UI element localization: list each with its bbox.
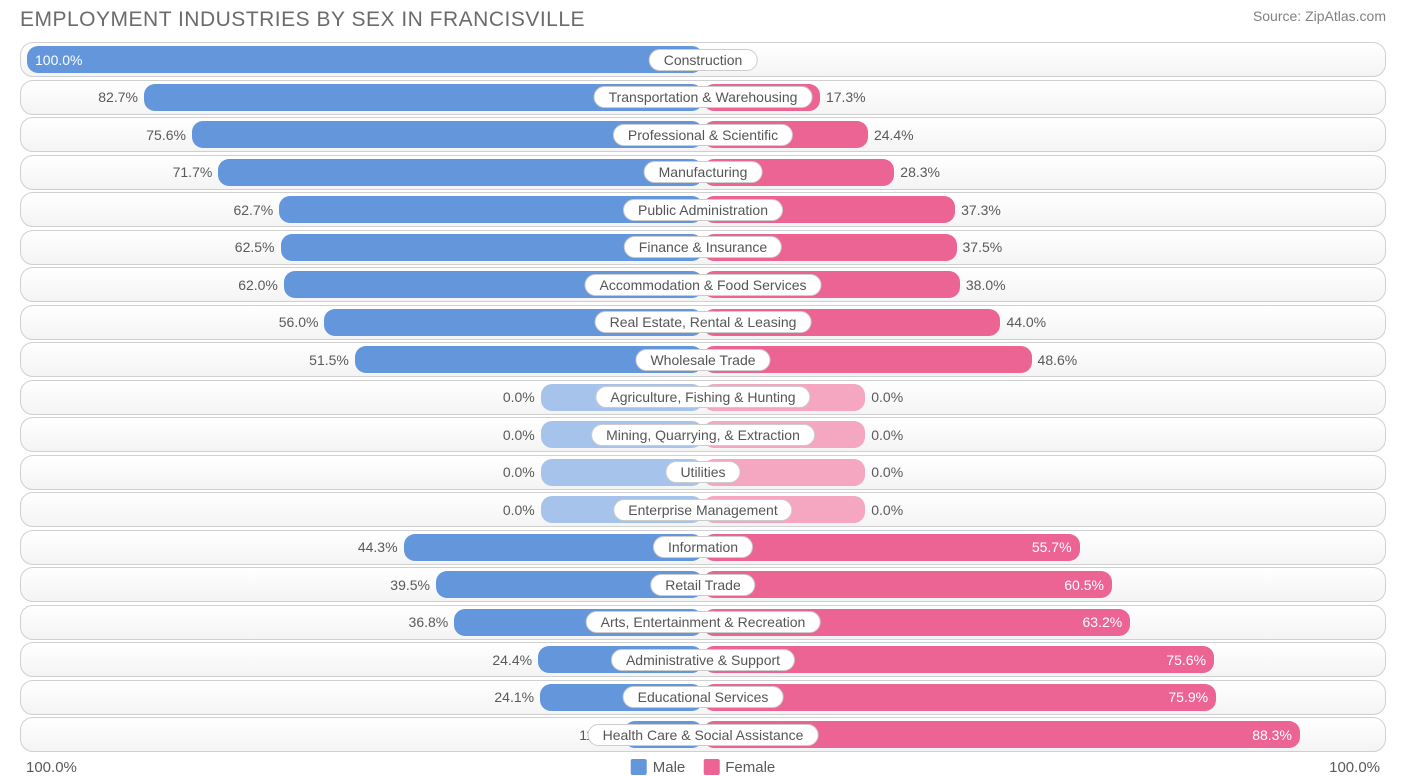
value-male: 100.0% (35, 52, 82, 68)
value-female: 37.5% (963, 239, 1003, 255)
chart-row: 62.7% 37.3% Public Administration (20, 192, 1386, 227)
bar-female: 60.5% (703, 571, 1112, 598)
chart-row: 51.5% 48.6% Wholesale Trade (20, 342, 1386, 377)
value-female: 48.6% (1038, 352, 1078, 368)
value-male: 51.5% (309, 352, 349, 368)
value-female: 0.0% (871, 427, 903, 443)
value-male: 0.0% (503, 502, 535, 518)
legend: Male Female (631, 759, 776, 776)
value-male: 0.0% (503, 464, 535, 480)
value-male: 62.5% (235, 239, 275, 255)
chart-body: 100.0%0.0%Construction82.7%17.3%Transpor… (0, 32, 1406, 752)
legend-swatch-female (703, 759, 719, 775)
value-female: 17.3% (826, 89, 866, 105)
chart-row: 24.1% 75.9% Educational Services (20, 680, 1386, 715)
value-female: 0.0% (871, 389, 903, 405)
value-female: 63.2% (1083, 614, 1123, 630)
chart-header: EMPLOYMENT INDUSTRIES BY SEX IN FRANCISV… (0, 0, 1406, 32)
chart-footer: 100.0% Male Female 100.0% (0, 755, 1406, 776)
value-female: 75.9% (1168, 689, 1208, 705)
chart-row: 71.7% 28.3% Manufacturing (20, 155, 1386, 190)
legend-swatch-male (631, 759, 647, 775)
category-label: Manufacturing (644, 161, 763, 183)
legend-item-female: Female (703, 759, 775, 776)
category-label: Real Estate, Rental & Leasing (595, 311, 812, 333)
chart-title: EMPLOYMENT INDUSTRIES BY SEX IN FRANCISV… (20, 8, 585, 32)
category-label: Finance & Insurance (624, 236, 782, 258)
chart-row: 0.0% 0.0% Mining, Quarrying, & Extraction (20, 417, 1386, 452)
value-female: 38.0% (966, 277, 1006, 293)
value-male: 62.7% (233, 202, 273, 218)
chart-row: 0.0% 0.0% Utilities (20, 455, 1386, 490)
chart-row: 0.0% 0.0% Agriculture, Fishing & Hunting (20, 380, 1386, 415)
chart-row: 100.0%0.0%Construction (20, 42, 1386, 77)
value-male: 24.4% (492, 652, 532, 668)
chart-row: 56.0% 44.0% Real Estate, Rental & Leasing (20, 305, 1386, 340)
category-label: Construction (649, 49, 758, 71)
value-female: 0.0% (871, 464, 903, 480)
value-female: 37.3% (961, 202, 1001, 218)
category-label: Mining, Quarrying, & Extraction (591, 424, 815, 446)
category-label: Retail Trade (650, 574, 755, 596)
value-male: 39.5% (390, 577, 430, 593)
value-female: 55.7% (1032, 539, 1072, 555)
category-label: Enterprise Management (613, 499, 792, 521)
value-female: 28.3% (900, 164, 940, 180)
value-male: 24.1% (494, 689, 534, 705)
chart-row: 24.4% 75.6% Administrative & Support (20, 642, 1386, 677)
chart-row: 82.7% 17.3% Transportation & Warehousing (20, 80, 1386, 115)
category-label: Information (653, 536, 753, 558)
category-label: Administrative & Support (611, 649, 795, 671)
legend-item-male: Male (631, 759, 686, 776)
category-label: Professional & Scientific (613, 124, 793, 146)
chart-row: 11.7%88.3%Health Care & Social Assistanc… (20, 717, 1386, 752)
category-label: Wholesale Trade (635, 349, 770, 371)
bar-male: 100.0% (27, 46, 703, 73)
value-male: 71.7% (173, 164, 213, 180)
value-male: 62.0% (238, 277, 278, 293)
value-female: 24.4% (874, 127, 914, 143)
value-male: 82.7% (98, 89, 138, 105)
value-male: 36.8% (409, 614, 449, 630)
value-male: 56.0% (279, 314, 319, 330)
category-label: Transportation & Warehousing (594, 86, 813, 108)
chart-row: 0.0% 0.0% Enterprise Management (20, 492, 1386, 527)
category-label: Accommodation & Food Services (585, 274, 822, 296)
category-label: Educational Services (623, 686, 784, 708)
value-female: 60.5% (1064, 577, 1104, 593)
value-male: 44.3% (358, 539, 398, 555)
category-label: Health Care & Social Assistance (588, 724, 819, 746)
chart-row: 44.3% 55.7% Information (20, 530, 1386, 565)
value-female: 44.0% (1006, 314, 1046, 330)
axis-right-label: 100.0% (1329, 759, 1380, 776)
chart-row: 62.5% 37.5% Finance & Insurance (20, 230, 1386, 265)
value-male: 75.6% (146, 127, 186, 143)
category-label: Arts, Entertainment & Recreation (586, 611, 821, 633)
chart-row: 36.8% 63.2% Arts, Entertainment & Recreati… (20, 605, 1386, 640)
chart-source: Source: ZipAtlas.com (1253, 8, 1386, 24)
bar-female: 55.7% (703, 534, 1080, 561)
chart-row: 62.0% 38.0% Accommodation & Food Services (20, 267, 1386, 302)
value-female: 0.0% (871, 502, 903, 518)
legend-label-female: Female (725, 759, 775, 776)
axis-left-label: 100.0% (26, 759, 77, 776)
category-label: Public Administration (623, 199, 783, 221)
category-label: Utilities (665, 461, 740, 483)
chart-row: 39.5% 60.5% Retail Trade (20, 567, 1386, 602)
value-male: 0.0% (503, 427, 535, 443)
value-female: 75.6% (1166, 652, 1206, 668)
bar-male: 71.7% (218, 159, 703, 186)
category-label: Agriculture, Fishing & Hunting (595, 386, 810, 408)
chart-row: 75.6% 24.4% Professional & Scientific (20, 117, 1386, 152)
value-female: 88.3% (1252, 727, 1292, 743)
value-male: 0.0% (503, 389, 535, 405)
legend-label-male: Male (653, 759, 686, 776)
